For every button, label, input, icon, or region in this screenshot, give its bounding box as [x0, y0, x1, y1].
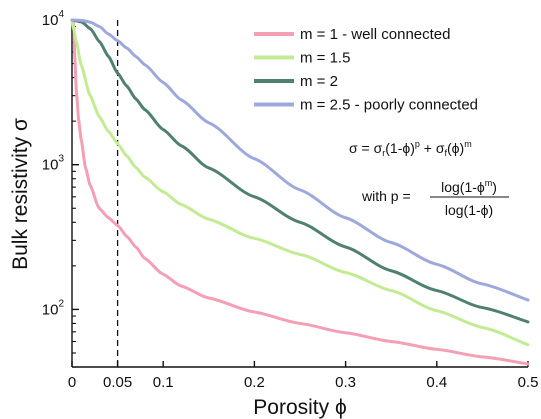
x-tick-label: 0.3: [335, 374, 356, 391]
legend-label: m = 2: [300, 73, 338, 90]
x-tick-label: 0: [68, 374, 76, 391]
x-ticks: 0 0.05 0.1 0.2 0.3 0.4 0.5: [68, 361, 539, 391]
series-line-2: [70, 18, 530, 347]
legend-label: m = 2.5 - poorly connected: [300, 97, 478, 114]
legend-label: m = 1.5: [300, 50, 350, 67]
formula-numerator: log(1-ϕm): [441, 178, 497, 195]
legend: m = 1 - well connected m = 1.5 m = 2 m = 2.…: [254, 26, 478, 114]
series-line-1: [71, 18, 530, 366]
series-line-4: [70, 18, 530, 302]
x-tick-label: 0.05: [103, 374, 132, 391]
x-tick-label: 0.4: [426, 374, 447, 391]
y-axis-title: Bulk resistivity σ: [9, 118, 32, 270]
formula-line-1: σ = σr(1-ϕ)p + σf(ϕ)m: [349, 139, 472, 158]
formula-denominator: log(1-ϕ): [445, 202, 493, 218]
x-tick-label: 0.1: [153, 374, 174, 391]
y-tick-label: 102: [42, 298, 65, 318]
plot-area: 102 103 104 0 0.05 0.1 0.2 0.3 0.4 0.5: [42, 9, 539, 391]
x-tick-label: 0.5: [518, 374, 539, 391]
series-line-3: [70, 18, 530, 324]
y-tick-label: 103: [42, 154, 65, 174]
y-ticks: 102 103 104: [42, 9, 79, 368]
legend-label: m = 1 - well connected: [300, 26, 451, 43]
x-tick-label: 0.2: [244, 374, 265, 391]
formula-prefix: with p =: [361, 188, 411, 204]
x-axis-title: Porosity ϕ: [253, 396, 346, 419]
series-layer: [70, 18, 530, 366]
formula: σ = σr(1-ϕ)p + σf(ϕ)m with p = log(1-ϕm)…: [349, 139, 509, 218]
y-tick-label: 104: [42, 9, 65, 29]
